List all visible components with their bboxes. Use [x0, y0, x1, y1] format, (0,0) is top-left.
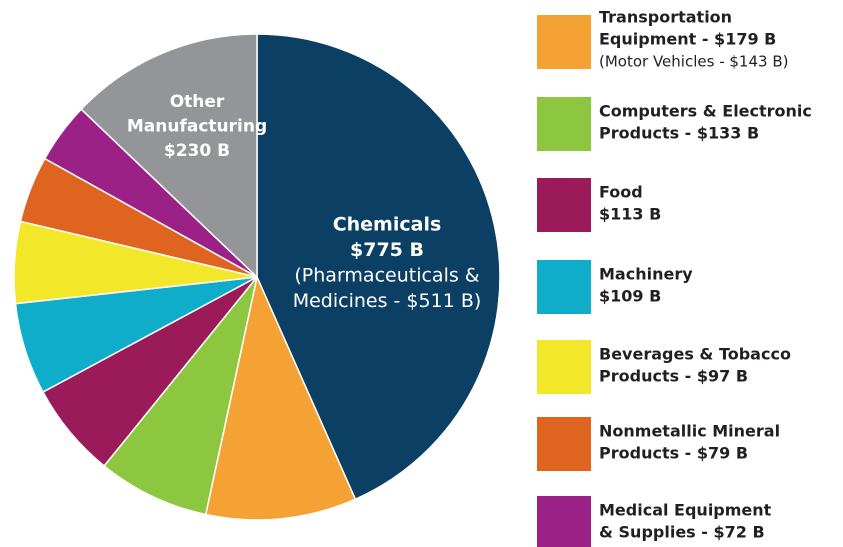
legend-swatch [537, 178, 591, 232]
legend-label: Food [599, 183, 643, 202]
legend-swatch [537, 417, 591, 471]
legend-note: (Motor Vehicles - $143 B) [599, 53, 788, 71]
slice-label: $230 B [164, 141, 230, 161]
legend-label: $109 B [599, 287, 661, 306]
slice-label: Manufacturing [127, 117, 267, 137]
legend-swatch [537, 260, 591, 314]
legend-label: Transportation [599, 8, 732, 27]
slice-label: Other [170, 92, 225, 112]
pie-slice [103, 276, 258, 516]
legend-label: Products - $97 B [599, 367, 748, 386]
legend-label: Equipment - $179 B [599, 30, 776, 49]
legend-label: & Supplies - $72 B [599, 523, 765, 542]
legend-swatch [537, 97, 591, 151]
legend-label: $113 B [599, 205, 661, 224]
legend-label: Medical Equipment [599, 501, 772, 520]
pie-slice [80, 33, 258, 279]
legend-label: Products - $133 B [599, 124, 759, 143]
slice-note: (Pharmaceuticals & [294, 265, 479, 287]
legend-swatch [537, 340, 591, 394]
legend-label: Machinery [599, 265, 693, 284]
legend-swatch [537, 496, 591, 547]
pie-slice [204, 274, 357, 521]
slice-label: Chemicals [333, 214, 442, 236]
legend-label: Products - $79 B [599, 444, 748, 463]
slice-label: $775 B [350, 239, 424, 261]
legend-label: Beverages & Tobacco [599, 345, 791, 364]
legend-swatch [537, 15, 591, 69]
legend-label: Computers & Electronic [599, 102, 812, 121]
slice-note: Medicines - $511 B) [293, 290, 482, 312]
legend-label: Nonmetallic Mineral [599, 422, 780, 441]
pie-slice [256, 33, 501, 501]
